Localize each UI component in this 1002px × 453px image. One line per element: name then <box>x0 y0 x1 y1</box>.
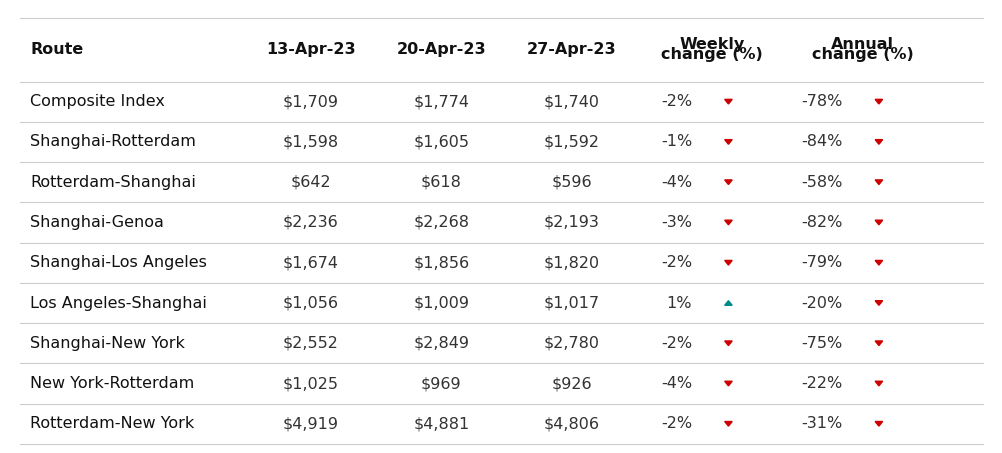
Text: 13-Apr-23: 13-Apr-23 <box>266 42 356 58</box>
Text: Shanghai-Genoa: Shanghai-Genoa <box>30 215 163 230</box>
Text: -3%: -3% <box>660 215 691 230</box>
Text: $1,592: $1,592 <box>543 135 599 149</box>
Text: -2%: -2% <box>660 94 691 109</box>
Text: $1,709: $1,709 <box>283 94 339 109</box>
Text: -2%: -2% <box>660 416 691 431</box>
Text: $2,193: $2,193 <box>543 215 599 230</box>
Text: -4%: -4% <box>660 175 691 190</box>
Text: $4,881: $4,881 <box>413 416 469 431</box>
Text: Shanghai-Rotterdam: Shanghai-Rotterdam <box>30 135 195 149</box>
Text: Rotterdam-Shanghai: Rotterdam-Shanghai <box>30 175 195 190</box>
Text: -82%: -82% <box>801 215 842 230</box>
Text: $1,820: $1,820 <box>543 255 599 270</box>
Text: 1%: 1% <box>666 295 691 310</box>
Text: -20%: -20% <box>801 295 842 310</box>
Text: -75%: -75% <box>801 336 842 351</box>
Text: $1,598: $1,598 <box>283 135 339 149</box>
Text: $2,780: $2,780 <box>543 336 599 351</box>
Text: change (%): change (%) <box>660 47 763 63</box>
Text: $1,740: $1,740 <box>543 94 599 109</box>
Text: $1,674: $1,674 <box>283 255 339 270</box>
Text: Weekly: Weekly <box>678 37 744 53</box>
Text: change (%): change (%) <box>811 47 913 63</box>
Text: $1,009: $1,009 <box>413 295 469 310</box>
Text: Route: Route <box>30 42 83 58</box>
Text: $1,017: $1,017 <box>543 295 599 310</box>
Text: Composite Index: Composite Index <box>30 94 164 109</box>
Text: Rotterdam-New York: Rotterdam-New York <box>30 416 194 431</box>
Text: $1,056: $1,056 <box>283 295 339 310</box>
Text: 27-Apr-23: 27-Apr-23 <box>526 42 616 58</box>
Text: -2%: -2% <box>660 255 691 270</box>
Text: Los Angeles-Shanghai: Los Angeles-Shanghai <box>30 295 206 310</box>
Text: $2,552: $2,552 <box>283 336 339 351</box>
Text: -2%: -2% <box>660 336 691 351</box>
Text: $926: $926 <box>551 376 591 391</box>
Text: -1%: -1% <box>660 135 691 149</box>
Text: $1,774: $1,774 <box>413 94 469 109</box>
Text: $1,605: $1,605 <box>413 135 469 149</box>
Text: -84%: -84% <box>801 135 842 149</box>
Text: 20-Apr-23: 20-Apr-23 <box>396 42 486 58</box>
Text: -31%: -31% <box>801 416 842 431</box>
Text: Shanghai-Los Angeles: Shanghai-Los Angeles <box>30 255 206 270</box>
Text: $2,268: $2,268 <box>413 215 469 230</box>
Text: -79%: -79% <box>801 255 842 270</box>
Text: $596: $596 <box>551 175 591 190</box>
Text: -58%: -58% <box>801 175 842 190</box>
Text: $2,849: $2,849 <box>413 336 469 351</box>
Text: Annual: Annual <box>831 37 893 53</box>
Text: $969: $969 <box>421 376 461 391</box>
Text: -22%: -22% <box>801 376 842 391</box>
Text: $1,856: $1,856 <box>413 255 469 270</box>
Text: -4%: -4% <box>660 376 691 391</box>
Text: $4,919: $4,919 <box>283 416 339 431</box>
Text: New York-Rotterdam: New York-Rotterdam <box>30 376 194 391</box>
Text: $2,236: $2,236 <box>283 215 339 230</box>
Text: $4,806: $4,806 <box>543 416 599 431</box>
Text: Shanghai-New York: Shanghai-New York <box>30 336 184 351</box>
Text: $618: $618 <box>421 175 461 190</box>
Text: -78%: -78% <box>801 94 842 109</box>
Text: $642: $642 <box>291 175 331 190</box>
Text: $1,025: $1,025 <box>283 376 339 391</box>
